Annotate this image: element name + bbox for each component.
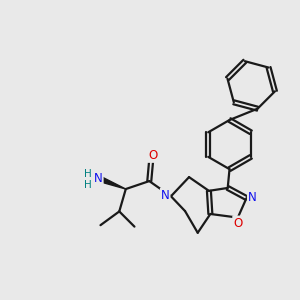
Text: H: H bbox=[84, 180, 91, 190]
Text: N: N bbox=[248, 191, 257, 204]
Text: N: N bbox=[94, 172, 103, 185]
Text: O: O bbox=[233, 217, 242, 230]
Text: N: N bbox=[161, 189, 170, 202]
Text: H: H bbox=[84, 169, 91, 179]
Polygon shape bbox=[99, 176, 126, 189]
Text: O: O bbox=[148, 149, 157, 162]
